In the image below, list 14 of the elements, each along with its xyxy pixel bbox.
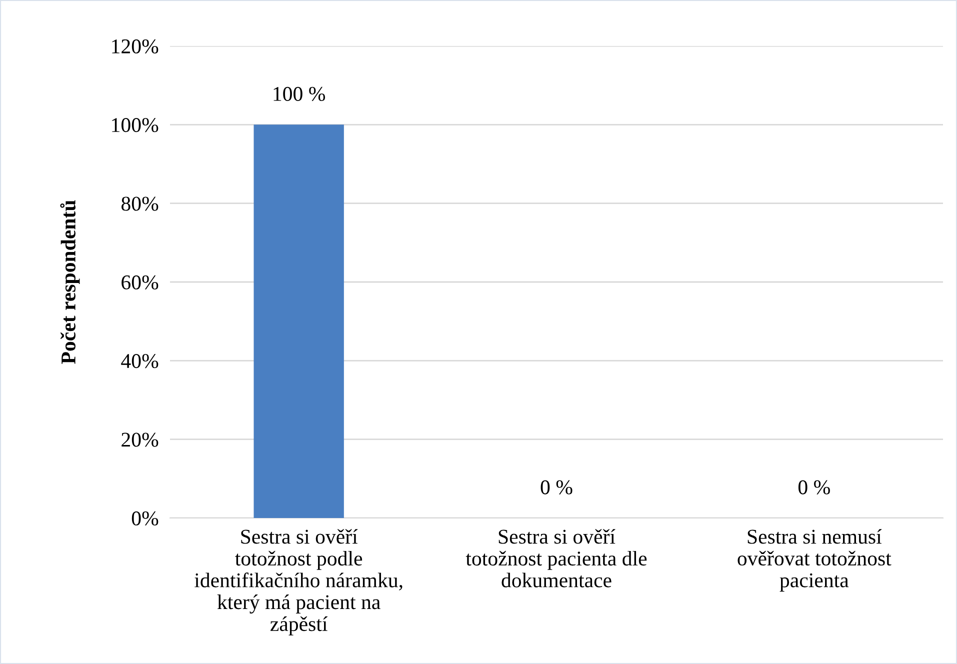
y-tick-label: 0%	[132, 511, 158, 526]
y-tick-label: 80%	[121, 196, 158, 211]
y-tick-label: 20%	[122, 432, 158, 447]
y-tick-label: 120%	[112, 39, 158, 54]
x-tick-label: Sestra si ověří totožnost podle identifikačního náramku, který má pacient na zápěstí	[194, 529, 402, 636]
y-tick-label: 40%	[121, 354, 158, 368]
data-label: 0 %	[540, 480, 572, 494]
x-tick-label: Sestra si ověří totožnost pacienta dle dokumentace	[466, 529, 647, 588]
data-label: 100 %	[274, 86, 326, 102]
y-tick-label: 60%	[122, 275, 158, 290]
data-label: 0 %	[798, 480, 830, 494]
x-tick-label: Sestra si nemusí ověřovat totožnost pacienta	[738, 529, 892, 592]
y-tick-label: 100%	[112, 118, 158, 132]
y-axis-title: Počet respondentů	[60, 200, 80, 364]
